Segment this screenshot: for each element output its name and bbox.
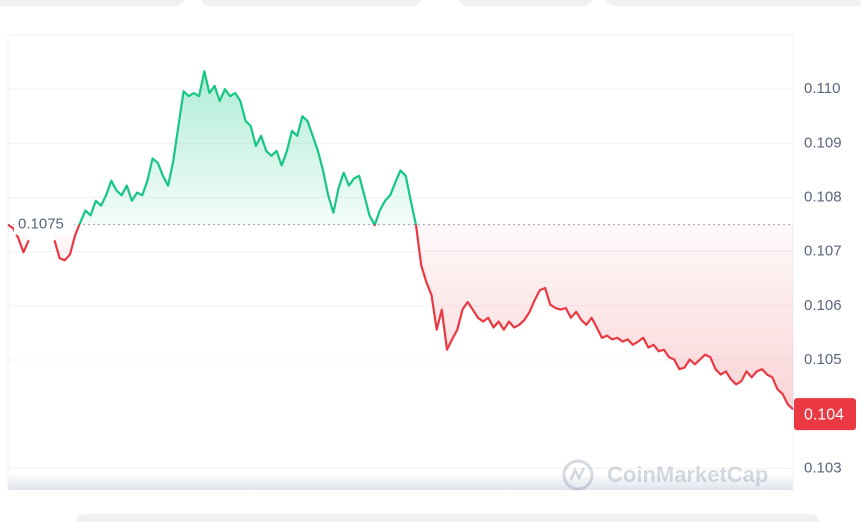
tab[interactable] <box>458 0 593 6</box>
y-tick-label: 0.106 <box>804 297 842 314</box>
area <box>54 71 793 410</box>
volume-strip <box>8 476 793 490</box>
top-tabs <box>0 0 861 6</box>
y-tick-label: 0.107 <box>804 243 842 260</box>
y-tick-label: 0.110 <box>804 80 840 97</box>
y-tick-label: 0.103 <box>804 459 842 476</box>
range-slider[interactable] <box>75 514 820 522</box>
baseline-label: 0.1075 <box>18 216 64 233</box>
baseline-label-bg <box>14 214 74 235</box>
price-line <box>7 70 794 411</box>
tab[interactable] <box>605 0 861 6</box>
price-label-box <box>794 398 856 431</box>
watermark-text: CoinMarketCap <box>607 462 768 487</box>
watermark: CoinMarketCap <box>562 459 768 491</box>
tab[interactable] <box>200 0 422 6</box>
price-label: 0.104 <box>804 406 844 423</box>
y-tick-label: 0.105 <box>804 351 842 368</box>
tab[interactable] <box>0 0 185 6</box>
y-tick-label: 0.109 <box>804 134 842 151</box>
y-tick-label: 0.108 <box>804 188 842 205</box>
